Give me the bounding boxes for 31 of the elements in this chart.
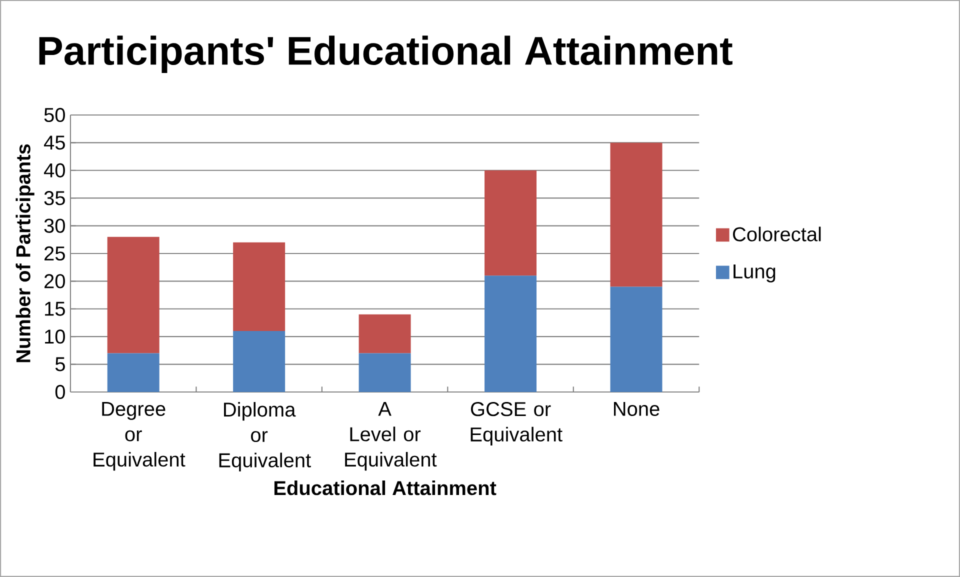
bar <box>233 331 286 392</box>
y-tick-label: 5 <box>55 357 65 372</box>
y-tick-label: 10 <box>45 330 65 344</box>
bar <box>484 170 537 276</box>
x-tick-label: Diploma or Equivalent <box>219 402 311 472</box>
y-axis-title: Number of Participants <box>16 144 34 362</box>
x-tick-label: A Level or Equivalent <box>345 402 437 471</box>
bar <box>610 286 662 392</box>
bar <box>610 142 662 287</box>
bar <box>107 236 160 354</box>
y-tick-label: 15 <box>45 302 65 316</box>
bar <box>484 276 537 392</box>
x-tick-label: GCSE or Equivalent <box>470 402 562 446</box>
y-tick-label: 0 <box>55 384 65 400</box>
y-tick-label: 30 <box>44 218 65 233</box>
x-tick-label: None <box>614 402 660 416</box>
bar <box>233 242 286 332</box>
y-tick-label: 35 <box>44 191 65 206</box>
y-tick-label: 50 <box>44 108 65 122</box>
y-tick-label: 45 <box>44 136 65 150</box>
bar <box>358 353 411 392</box>
y-tick-label: 40 <box>44 163 65 178</box>
chart-title: Participants' Educational Attainment <box>39 36 732 73</box>
bar <box>358 314 411 354</box>
x-tick-label: Degree or Equivalent <box>94 402 186 471</box>
bar <box>107 353 160 392</box>
y-tick-label: 20 <box>44 274 65 288</box>
legend-label: Colorectal <box>733 226 821 242</box>
x-axis-title: Educational Attainment <box>274 480 496 496</box>
legend-label: Lung <box>734 264 776 282</box>
y-tick-label: 25 <box>44 246 65 261</box>
